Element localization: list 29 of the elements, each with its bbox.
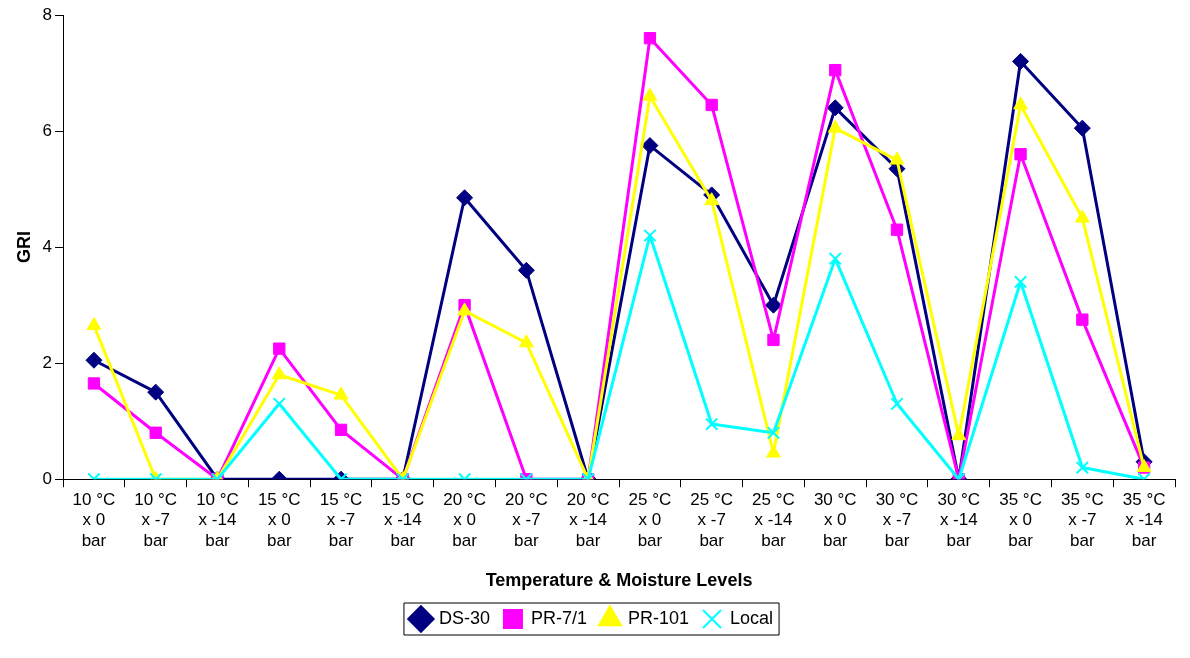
x-tick-label: 25 °C x 0 bar — [628, 490, 672, 550]
legend-label: DS-30 — [438, 607, 490, 628]
x-tick-label: 30 °C x 0 bar — [813, 490, 857, 550]
x-tick-label: 10 °C x -14 bar — [196, 490, 239, 550]
y-axis-title: GRI — [13, 231, 34, 264]
x-tick-label: 35 °C x 0 bar — [999, 490, 1042, 550]
x-tick-label: 15 °C x 0 bar — [257, 490, 301, 550]
y-tick-label: 2 — [42, 352, 53, 372]
x-tick-label: 30 °C x -7 bar — [875, 490, 919, 550]
x-tick-label: 35 °C x -14 bar — [1122, 490, 1166, 550]
x-tick-label: 30 °C x -14 bar — [937, 490, 981, 550]
y-tick-label: 8 — [42, 4, 53, 24]
x-tick-label: 25 °C x -7 bar — [690, 490, 734, 550]
y-tick-label: 6 — [42, 120, 53, 140]
x-tick-label: 20 °C x -14 bar — [566, 490, 610, 550]
x-tick-label: 15 °C x -14 bar — [381, 490, 425, 550]
x-tick-label: 35 °C x -7 bar — [1060, 490, 1104, 550]
legend-label: Local — [730, 607, 774, 628]
x-tick-label: 10 °C x 0 bar — [72, 490, 116, 550]
legend-label: PR-7/1 — [530, 607, 587, 628]
x-tick-label: 10 °C x -7 bar — [134, 490, 178, 550]
x-tick-label: 20 °C x -7 bar — [505, 490, 548, 550]
x-tick-label: 15 °C x -7 bar — [319, 490, 363, 550]
y-tick-label: 4 — [42, 236, 53, 256]
x-tick-label: 20 °C x 0 bar — [443, 490, 486, 550]
legend-label: PR-101 — [627, 607, 690, 628]
y-tick-label: 0 — [42, 468, 53, 488]
x-tick-label: 25 °C x -14 bar — [752, 490, 795, 550]
x-axis-title: Temperature & Moisture Levels — [485, 570, 753, 591]
